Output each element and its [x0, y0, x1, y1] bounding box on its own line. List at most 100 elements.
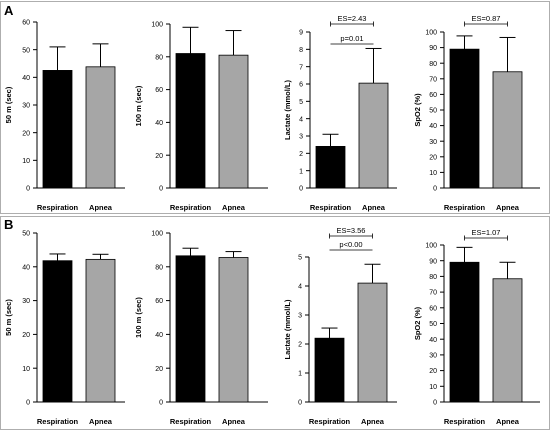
y-tick-label: 40: [429, 337, 437, 344]
y-tick-label: 5: [298, 255, 302, 262]
category-label: Respiration: [309, 417, 351, 426]
y-tick-label: 70: [429, 76, 437, 83]
chart-7: 0 1 2 3 4 5 Lactate (mmol/L) Respiration Apnea p<…: [283, 226, 397, 426]
category-label: Apnea: [89, 417, 113, 426]
bar-respiration: [314, 337, 345, 403]
y-tick-label: 0: [299, 186, 303, 193]
y-tick-label: 60: [429, 305, 437, 312]
category-label: Respiration: [444, 417, 486, 426]
y-tick-label: 40: [429, 123, 437, 130]
y-tick-label: 100: [425, 243, 437, 250]
y-tick-label: 1: [299, 168, 303, 175]
panel-label-b: B: [4, 217, 13, 232]
y-tick-label: 60: [429, 92, 437, 99]
category-label: Apnea: [362, 203, 386, 212]
y-tick-label: 0: [433, 186, 437, 193]
chart-6: 0 20 40 60 80 100 100 m (sec) Respiration Apnea: [134, 231, 268, 426]
y-tick-label: 7: [299, 64, 303, 71]
y-tick-label: 10: [22, 158, 30, 165]
y-tick-label: 3: [299, 134, 303, 141]
y-tick-label: 100: [151, 22, 163, 29]
y-axis-label: Lactate (mmol/L): [283, 79, 292, 140]
y-tick-label: 10: [22, 366, 30, 373]
category-label: Respiration: [37, 203, 79, 212]
y-tick-label: 2: [298, 342, 302, 349]
y-axis-label: SpO2 (%): [413, 93, 422, 127]
category-label: Apnea: [222, 203, 246, 212]
category-label: Respiration: [444, 203, 486, 212]
y-tick-label: 20: [429, 368, 437, 375]
y-tick-label: 90: [429, 258, 437, 265]
bar-apnea: [358, 82, 389, 189]
bar-apnea: [85, 258, 116, 403]
category-label: Respiration: [170, 417, 212, 426]
annotation-label: ES=3.56: [337, 226, 366, 235]
y-axis-label: 100 m (sec): [134, 297, 143, 338]
y-tick-label: 0: [298, 400, 302, 407]
y-tick-label: 100: [151, 231, 163, 238]
bar-respiration: [175, 255, 206, 403]
y-tick-label: 90: [429, 45, 437, 52]
y-tick-label: 1: [298, 371, 302, 378]
y-tick-label: 50: [22, 47, 30, 54]
y-tick-label: 30: [22, 298, 30, 305]
y-tick-label: 0: [433, 400, 437, 407]
y-tick-label: 20: [155, 366, 163, 373]
y-tick-label: 40: [22, 75, 30, 82]
y-tick-label: 80: [429, 274, 437, 281]
y-tick-label: 0: [26, 400, 30, 407]
y-tick-label: 9: [299, 30, 303, 37]
chart-1: 0 10 20 30 40 50 60 50 m (sec) Respiration Apnea: [4, 20, 125, 212]
bar-apnea: [85, 66, 116, 189]
y-tick-label: 40: [155, 332, 163, 339]
bar-apnea: [357, 282, 388, 403]
y-tick-label: 4: [298, 284, 302, 291]
y-tick-label: 0: [26, 186, 30, 193]
y-tick-label: 80: [155, 54, 163, 61]
bar-apnea: [218, 257, 249, 403]
y-tick-label: 70: [429, 290, 437, 297]
bar-respiration: [42, 70, 73, 189]
annotation-label: p<0.00: [339, 240, 362, 249]
annotation-label: p=0.01: [340, 34, 363, 43]
y-tick-label: 3: [298, 313, 302, 320]
y-tick-label: 60: [22, 20, 30, 27]
y-axis-label: SpO2 (%): [413, 306, 422, 340]
y-tick-label: 20: [22, 332, 30, 339]
bar-apnea: [492, 71, 523, 189]
bar-respiration: [449, 261, 480, 403]
panel-label-a: A: [4, 3, 14, 18]
annotation-label: ES=2.43: [338, 14, 367, 23]
y-tick-label: 6: [299, 82, 303, 89]
y-tick-label: 100: [425, 30, 437, 37]
y-tick-label: 30: [429, 353, 437, 360]
category-label: Respiration: [310, 203, 352, 212]
category-label: Apnea: [89, 203, 113, 212]
y-axis-label: 50 m (sec): [4, 299, 13, 336]
annotation-label: ES=0.87: [472, 14, 501, 23]
chart-8: 0 10 20 30 40 50 60 70 80 90 100 SpO2 (%) Respiratio…: [413, 228, 540, 426]
category-label: Apnea: [361, 417, 385, 426]
y-tick-label: 30: [22, 103, 30, 110]
bar-respiration: [315, 145, 346, 189]
category-label: Apnea: [222, 417, 246, 426]
y-tick-label: 30: [429, 139, 437, 146]
y-tick-label: 20: [155, 153, 163, 160]
bar-apnea: [218, 54, 249, 189]
annotation-label: ES=1.07: [472, 228, 501, 237]
category-label: Respiration: [37, 417, 79, 426]
y-tick-label: 5: [299, 99, 303, 106]
y-tick-label: 40: [22, 264, 30, 271]
y-tick-label: 80: [429, 61, 437, 68]
category-label: Respiration: [170, 203, 212, 212]
y-tick-label: 10: [429, 170, 437, 177]
y-tick-label: 50: [22, 231, 30, 238]
bar-respiration: [175, 53, 206, 189]
y-tick-label: 4: [299, 116, 303, 123]
y-axis-label: 100 m (sec): [134, 85, 143, 126]
bar-respiration: [449, 48, 480, 189]
y-tick-label: 60: [155, 298, 163, 305]
y-tick-label: 0: [159, 186, 163, 193]
chart-2: 0 20 40 60 80 100 100 m (sec) Respiration Apnea: [134, 22, 268, 212]
